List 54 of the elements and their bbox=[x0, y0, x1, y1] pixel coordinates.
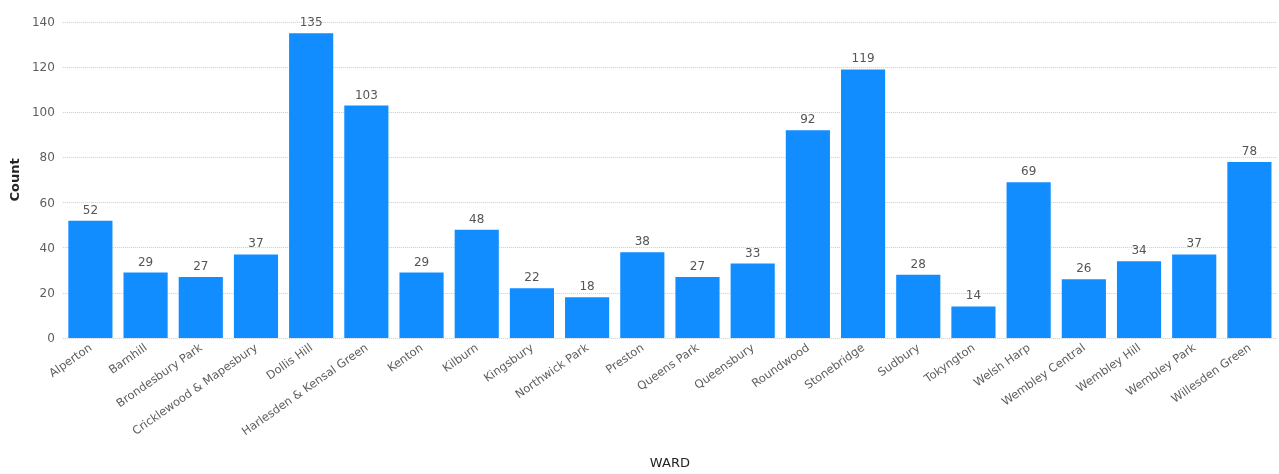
bar bbox=[178, 277, 223, 338]
bar bbox=[730, 263, 775, 338]
bar bbox=[1061, 279, 1106, 338]
bar bbox=[620, 252, 665, 338]
bar bbox=[840, 69, 886, 338]
data-label: 29 bbox=[413, 254, 430, 269]
y-tick-label: 20 bbox=[39, 285, 55, 300]
data-label: 37 bbox=[1186, 236, 1202, 251]
bar bbox=[399, 272, 444, 338]
bar bbox=[454, 229, 499, 338]
bar bbox=[344, 105, 389, 338]
data-label: 119 bbox=[851, 51, 875, 66]
data-label: 135 bbox=[299, 15, 323, 30]
bar bbox=[1116, 261, 1162, 338]
data-label: 26 bbox=[1076, 261, 1092, 276]
y-tick-label: 100 bbox=[31, 105, 55, 120]
data-label: 78 bbox=[1241, 143, 1258, 158]
data-label: 34 bbox=[1131, 243, 1147, 258]
y-tick-label: 40 bbox=[39, 240, 55, 255]
bar bbox=[675, 277, 720, 338]
bar bbox=[1006, 182, 1051, 338]
bar bbox=[233, 254, 279, 338]
bar bbox=[896, 274, 941, 338]
data-label: 52 bbox=[82, 202, 99, 217]
bar bbox=[1227, 161, 1272, 338]
bar bbox=[123, 272, 168, 338]
data-label: 29 bbox=[137, 254, 154, 269]
data-label: 33 bbox=[745, 245, 761, 260]
data-label: 18 bbox=[579, 279, 595, 294]
data-label: 28 bbox=[910, 256, 926, 271]
bar bbox=[289, 33, 334, 338]
data-label: 38 bbox=[634, 234, 650, 249]
data-label: 92 bbox=[800, 112, 816, 127]
bar bbox=[785, 130, 830, 338]
y-tick-label: 80 bbox=[39, 150, 55, 165]
bar bbox=[1172, 254, 1217, 338]
data-label: 48 bbox=[469, 211, 485, 226]
bar bbox=[509, 288, 554, 338]
y-tick-label: 120 bbox=[31, 60, 55, 75]
data-label: 22 bbox=[524, 270, 540, 285]
y-tick-label: 140 bbox=[31, 15, 55, 29]
y-tick-label: 60 bbox=[39, 195, 55, 210]
data-label: 103 bbox=[354, 87, 378, 102]
y-tick-label: 0 bbox=[47, 331, 55, 345]
y-axis-title: Count bbox=[7, 158, 22, 202]
bar bbox=[565, 297, 610, 338]
data-label: 14 bbox=[965, 288, 982, 303]
bar bbox=[68, 220, 113, 338]
bar bbox=[951, 306, 996, 338]
x-axis-title: WARD bbox=[649, 455, 690, 470]
data-label: 27 bbox=[689, 259, 706, 274]
data-label: 27 bbox=[193, 259, 209, 274]
data-label: 69 bbox=[1021, 164, 1037, 179]
data-label: 37 bbox=[248, 236, 264, 251]
